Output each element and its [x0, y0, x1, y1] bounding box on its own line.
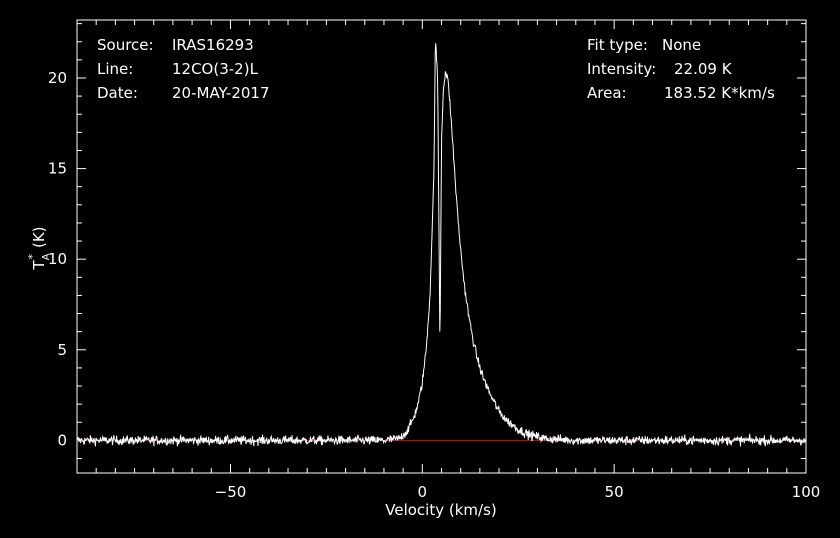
y-tick-label: 20	[48, 69, 67, 87]
y-axis-label-unit: (K)	[30, 226, 48, 248]
fit-type-value: None	[662, 36, 701, 54]
intensity-key: Intensity:	[587, 60, 656, 78]
line-key: Line:	[97, 60, 133, 78]
source-key: Source:	[97, 36, 154, 54]
header-left: Source: IRAS16293 Line: 12CO(3-2)L Date:…	[97, 36, 270, 102]
x-tick-label: −50	[215, 483, 247, 501]
y-tick-label: 5	[57, 341, 67, 359]
area-key: Area:	[587, 84, 627, 102]
intensity-value: 22.09 K	[674, 60, 733, 78]
date-value: 20-MAY-2017	[172, 84, 270, 102]
date-key: Date:	[97, 84, 138, 102]
x-tick-label: 100	[792, 483, 821, 501]
y-axis-label: TA* (K)	[26, 226, 52, 270]
header-right: Fit type: None Intensity: 22.09 K Area: …	[587, 36, 775, 102]
x-tick-label: 50	[605, 483, 624, 501]
area-value: 183.52 K*km/s	[664, 84, 775, 102]
x-axis-ticks: −50 0 50 100	[76, 20, 821, 501]
y-tick-label: 10	[48, 250, 67, 268]
y-axis-label-sup: *	[26, 254, 39, 260]
y-axis-label-sub: A	[41, 253, 52, 260]
x-axis-label: Velocity (km/s)	[385, 501, 496, 519]
y-tick-label: 0	[57, 431, 67, 449]
x-tick-label: 0	[418, 483, 428, 501]
spectrum-series-line	[76, 43, 807, 447]
y-axis-ticks: 0 5 10 15 20	[48, 23, 806, 460]
y-tick-label: 15	[48, 160, 67, 178]
line-value: 12CO(3-2)L	[172, 60, 259, 78]
fit-type-key: Fit type:	[587, 36, 648, 54]
source-value: IRAS16293	[172, 36, 254, 54]
y-axis-label-main: T	[30, 260, 48, 271]
